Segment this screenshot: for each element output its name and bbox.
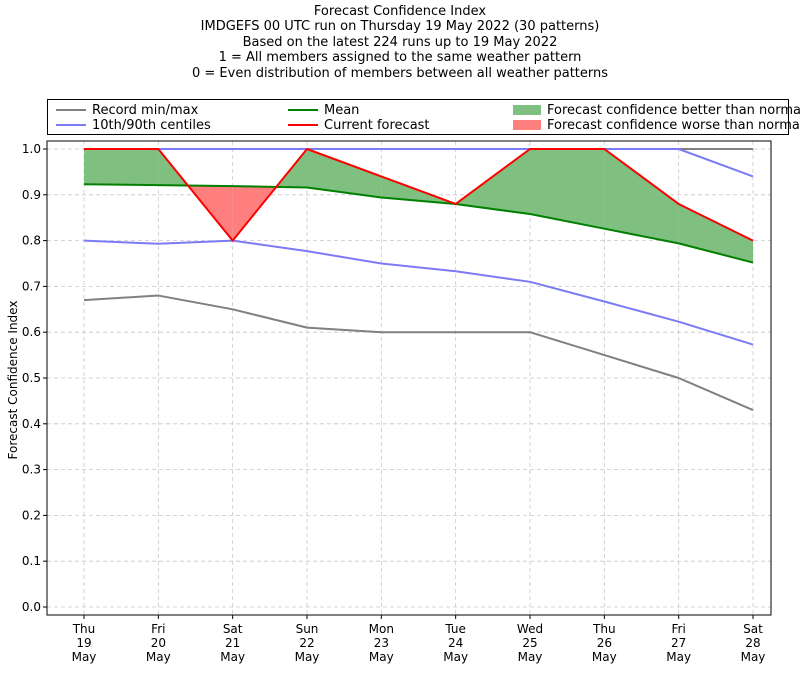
legend-label-better: Forecast confidence better than normal: [547, 102, 800, 118]
x-tick-label: Thu 26 May: [592, 622, 617, 664]
y-tick-label: 0.5: [22, 371, 41, 385]
legend-label-centiles: 10th/90th centiles: [92, 117, 211, 133]
y-tick-label: 0.1: [22, 554, 41, 568]
legend-item-worse: Forecast confidence worse than normal: [513, 117, 800, 133]
y-tick-label: 0.2: [22, 508, 41, 522]
y-tick-label: 0.8: [22, 234, 41, 248]
legend-swatch-centiles: [56, 124, 86, 126]
series-line-record-min: [83, 294, 754, 411]
fill-better-than-normal: [455, 149, 530, 215]
x-tick-label: Fri 27 May: [666, 622, 691, 664]
series-line-90th-centile: [84, 148, 754, 178]
fill-better-than-normal: [84, 149, 159, 186]
x-tick-label: Sat 28 May: [741, 622, 766, 664]
y-tick-label: 1.0: [22, 142, 41, 156]
legend-item-record: Record min/max: [56, 102, 198, 118]
legend-swatch-mean: [288, 109, 318, 111]
chart-titles: Forecast Confidence Index IMDGEFS 00 UTC…: [0, 4, 800, 81]
y-tick-label: 0.0: [22, 600, 41, 614]
legend-swatch-worse: [513, 120, 541, 130]
legend-swatch-record: [56, 109, 86, 111]
x-tick-label: Sun 22 May: [295, 622, 320, 664]
chart-subtitle-run: IMDGEFS 00 UTC run on Thursday 19 May 20…: [200, 19, 600, 35]
legend-swatch-better: [513, 105, 541, 115]
legend-label-current: Current forecast: [324, 117, 430, 133]
legend-item-current: Current forecast: [288, 117, 430, 133]
y-tick-label: 0.6: [22, 325, 41, 339]
x-tick-label: Tue 24 May: [443, 622, 468, 664]
series-line-10th-centile: [83, 239, 754, 346]
y-tick-label: 0.7: [22, 279, 41, 293]
legend-item-mean: Mean: [288, 102, 359, 118]
chart-subtitle-one: 1 = All members assigned to the same wea…: [218, 50, 582, 66]
x-tick-label: Fri 20 May: [146, 622, 171, 664]
series-line-current-forecast: [84, 148, 754, 242]
x-tick-label: Thu 19 May: [72, 622, 97, 664]
legend-item-better: Forecast confidence better than normal: [513, 102, 800, 118]
fill-better-than-normal: [604, 149, 679, 244]
legend-label-worse: Forecast confidence worse than normal: [547, 117, 800, 133]
x-tick-label: Sat 21 May: [220, 622, 245, 664]
legend-swatch-current: [288, 124, 318, 126]
y-tick-label: 0.9: [22, 188, 41, 202]
x-tick-label: Mon 23 May: [369, 622, 394, 664]
chart-subtitle-zero: 0 = Even distribution of members between…: [191, 65, 609, 81]
x-tick-label: Wed 25 May: [517, 622, 543, 664]
fill-better-than-normal: [530, 149, 605, 229]
legend-label-mean: Mean: [324, 102, 360, 118]
legend-label-record: Record min/max: [92, 102, 199, 118]
chart-legend: Record min/max 10th/90th centiles Mean C…: [47, 99, 800, 135]
chart-subtitle-runs: Based on the latest 224 runs up to 19 Ma…: [242, 34, 558, 50]
chart-title: Forecast Confidence Index: [313, 4, 487, 19]
y-tick-label: 0.3: [22, 463, 41, 477]
legend-item-centiles: 10th/90th centiles: [56, 117, 211, 133]
series-line-mean: [83, 183, 754, 264]
fill-better-than-normal: [307, 149, 382, 198]
y-tick-label: 0.4: [22, 417, 41, 431]
